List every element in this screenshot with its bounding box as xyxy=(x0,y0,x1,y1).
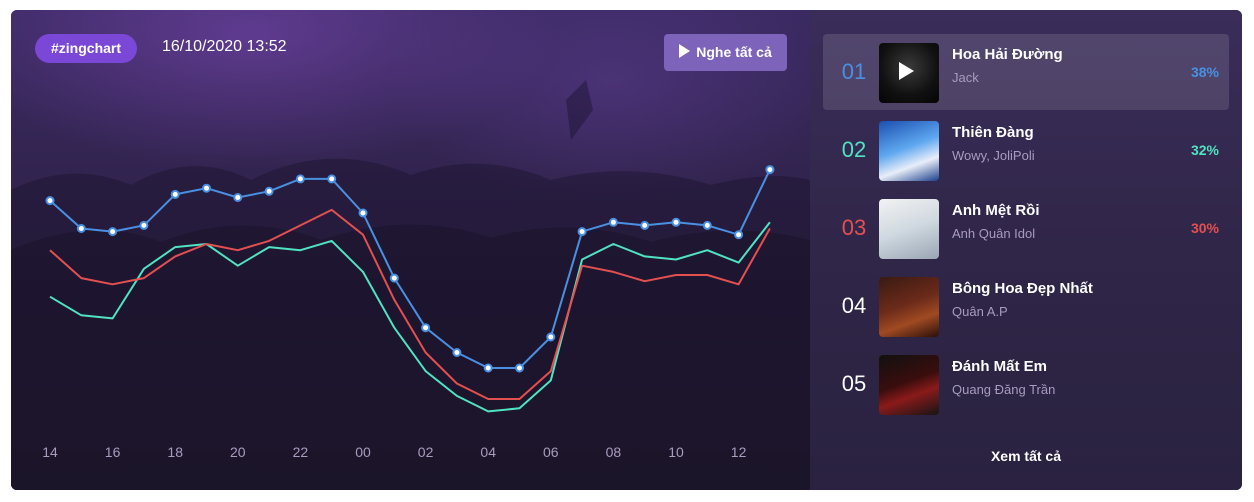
x-tick-label: 00 xyxy=(355,444,371,460)
data-point[interactable] xyxy=(577,227,587,237)
song-title[interactable]: Anh Mệt Rồi xyxy=(952,202,1040,219)
x-tick-label: 22 xyxy=(293,444,309,460)
data-point[interactable] xyxy=(734,230,744,240)
song-thumbnail[interactable] xyxy=(879,355,939,415)
play-all-button[interactable]: Nghe tất cả xyxy=(664,34,787,71)
data-point[interactable] xyxy=(671,217,681,227)
zingchart-widget: #zingchart 16/10/2020 13:52 Nghe tất cả … xyxy=(11,10,1242,490)
x-tick-label: 12 xyxy=(731,444,747,460)
series-line-3 xyxy=(49,208,771,400)
song-title[interactable]: Đánh Mất Em xyxy=(952,358,1048,375)
see-all-link[interactable]: Xem tất cả xyxy=(990,448,1062,464)
chart-item-04[interactable]: 04 Bông Hoa Đẹp Nhất Quân A.P xyxy=(823,268,1229,344)
data-point[interactable] xyxy=(264,186,274,196)
data-point[interactable] xyxy=(108,227,118,237)
data-point[interactable] xyxy=(765,165,775,175)
chart-list-panel: 01 Hoa Hải Đường Jack 38% 02 Thiên Đàng Wowy, … xyxy=(810,10,1242,490)
rank-number: 01 xyxy=(841,59,867,84)
data-point[interactable] xyxy=(139,220,149,230)
rank-number: 02 xyxy=(841,137,867,162)
chart-item-01[interactable]: 01 Hoa Hải Đường Jack 38% xyxy=(823,34,1229,110)
song-percent: 30% xyxy=(1190,220,1219,236)
artist-name[interactable]: Wowy, JoliPoli xyxy=(952,148,1035,163)
x-tick-label: 04 xyxy=(480,444,496,460)
line-chart: 14 16 18 20 22 00 02 04 06 08 10 12 xyxy=(42,165,775,460)
data-point[interactable] xyxy=(389,273,399,283)
series-line-1 xyxy=(49,169,771,369)
song-title[interactable]: Bông Hoa Đẹp Nhất xyxy=(952,280,1093,297)
song-thumbnail[interactable] xyxy=(879,199,939,259)
chart-item-03[interactable]: 03 Anh Mệt Rồi Anh Quân Idol 30% xyxy=(823,190,1229,266)
x-tick-label: 02 xyxy=(418,444,434,460)
crowd-background xyxy=(11,80,810,490)
play-icon[interactable] xyxy=(899,62,914,80)
song-percent: 38% xyxy=(1190,64,1219,80)
data-point[interactable] xyxy=(483,363,493,373)
x-tick-label: 18 xyxy=(167,444,183,460)
artist-name[interactable]: Quân A.P xyxy=(952,304,1008,319)
data-point[interactable] xyxy=(202,183,211,193)
play-all-label: Nghe tất cả xyxy=(696,44,772,60)
rank-number: 05 xyxy=(841,371,867,396)
artist-name[interactable]: Anh Quân Idol xyxy=(952,226,1036,241)
data-point[interactable] xyxy=(295,174,305,184)
series-line-2 xyxy=(49,221,771,413)
data-point[interactable] xyxy=(702,220,712,230)
chart-datetime: 16/10/2020 13:52 xyxy=(162,38,287,55)
data-point[interactable] xyxy=(76,224,86,233)
rank-number: 04 xyxy=(841,293,867,318)
x-tick-label: 06 xyxy=(543,444,559,460)
data-point[interactable] xyxy=(546,332,556,342)
song-thumbnail[interactable] xyxy=(879,43,939,103)
data-point[interactable] xyxy=(421,323,431,333)
chart-item-02[interactable]: 02 Thiên Đàng Wowy, JoliPoli 32% xyxy=(823,112,1229,188)
artist-name[interactable]: Quang Đăng Trần xyxy=(952,382,1056,397)
data-point[interactable] xyxy=(45,196,55,206)
rank-number: 03 xyxy=(841,215,867,240)
song-percent: 32% xyxy=(1190,142,1219,158)
data-point[interactable] xyxy=(452,348,462,357)
data-point[interactable] xyxy=(358,208,368,218)
x-tick-label: 10 xyxy=(668,444,684,460)
x-tick-label: 08 xyxy=(606,444,622,460)
data-point[interactable] xyxy=(233,193,243,202)
data-point[interactable] xyxy=(170,189,180,199)
x-tick-label: 16 xyxy=(105,444,121,460)
song-thumbnail[interactable] xyxy=(879,121,939,181)
x-tick-label: 14 xyxy=(42,444,58,460)
data-point[interactable] xyxy=(608,217,618,227)
x-tick-label: 20 xyxy=(230,444,246,460)
artist-name[interactable]: Jack xyxy=(952,70,979,85)
play-icon xyxy=(679,44,691,58)
data-point[interactable] xyxy=(515,363,524,373)
song-thumbnail[interactable] xyxy=(879,277,939,337)
chart-item-05[interactable]: 05 Đánh Mất Em Quang Đăng Trần xyxy=(823,346,1229,422)
data-point[interactable] xyxy=(640,220,650,230)
data-point[interactable] xyxy=(327,174,337,184)
zingchart-tag[interactable]: #zingchart xyxy=(35,34,138,63)
song-title[interactable]: Thiên Đàng xyxy=(952,124,1034,141)
song-title[interactable]: Hoa Hải Đường xyxy=(952,46,1063,63)
chart-panel: #zingchart 16/10/2020 13:52 Nghe tất cả … xyxy=(11,10,810,490)
